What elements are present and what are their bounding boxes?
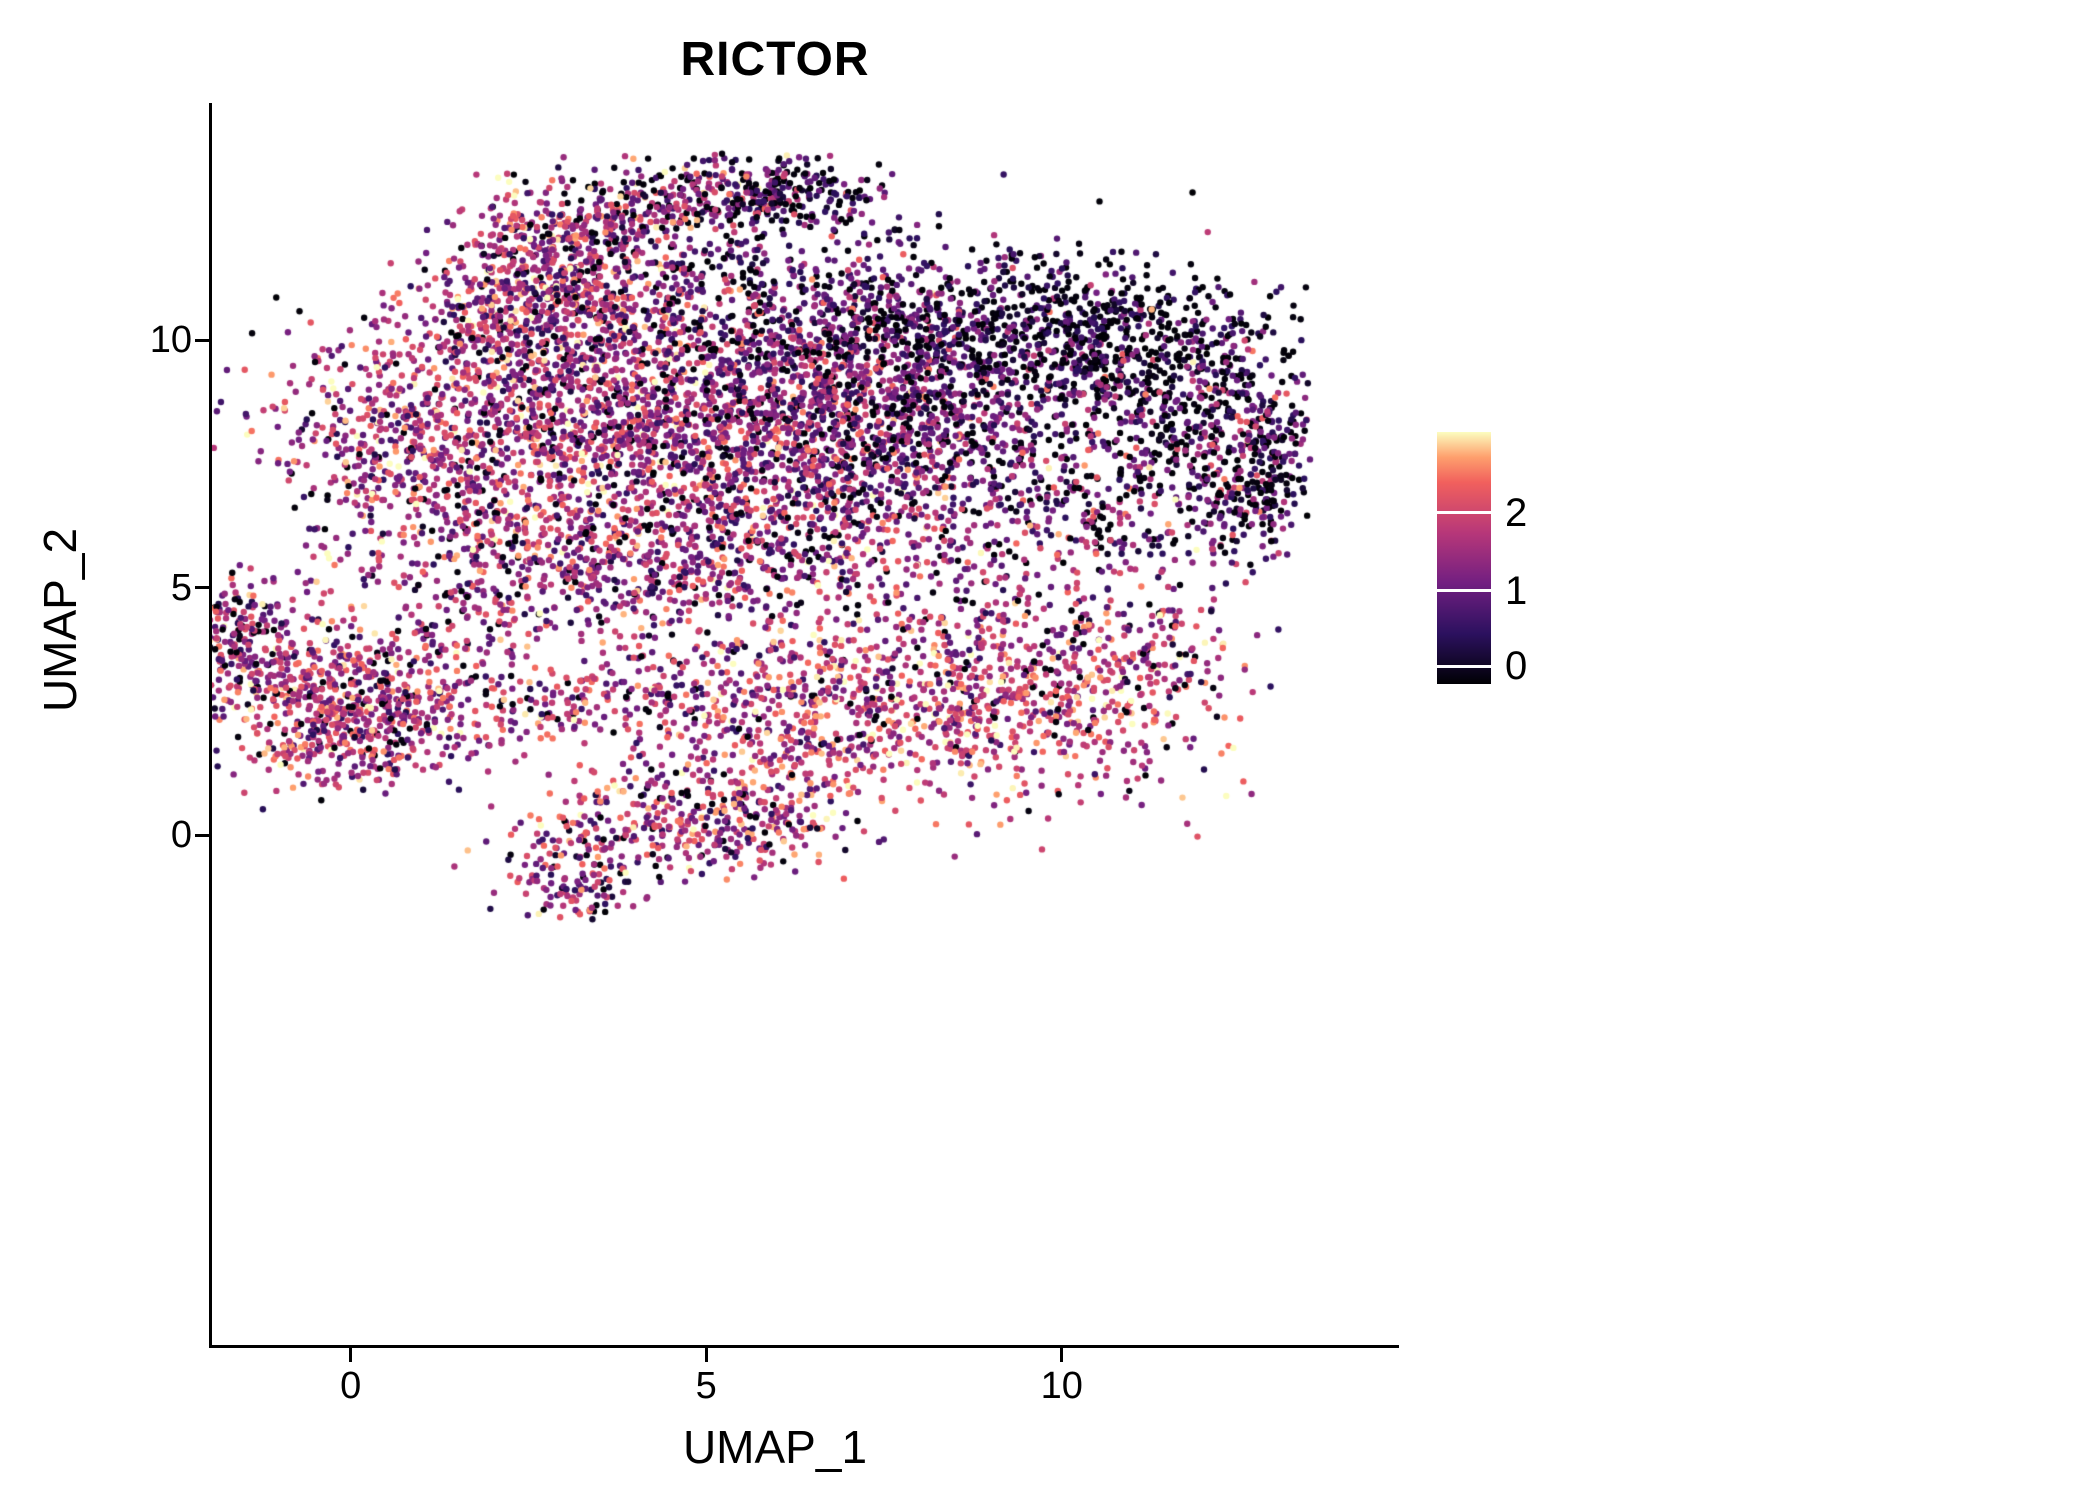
y-tick-mark [195, 586, 209, 590]
colorbar-tick-label: 2 [1505, 490, 1528, 535]
y-tick-label: 10 [149, 319, 192, 362]
y-tick-mark [195, 833, 209, 837]
y-axis-line [209, 103, 212, 1348]
colorbar-gradient [1437, 432, 1491, 684]
umap-scatter-canvas [212, 105, 1396, 1345]
x-tick-mark [349, 1348, 353, 1362]
y-axis-label: UMAP_2 [34, 527, 86, 713]
x-tick-mark [704, 1348, 708, 1362]
x-axis-line [209, 1345, 1399, 1348]
y-tick-label: 5 [170, 566, 192, 609]
colorbar-tick-mark [1437, 589, 1491, 593]
x-tick-label: 5 [695, 1365, 717, 1407]
y-tick-mark [195, 338, 209, 342]
chart-title: RICTOR [680, 33, 870, 86]
colorbar-tick-label: 0 [1505, 644, 1528, 689]
colorbar-tick-label: 1 [1505, 568, 1528, 613]
x-tick-label: 10 [1040, 1365, 1083, 1407]
x-tick-mark [1060, 1348, 1064, 1362]
y-tick-label: 0 [170, 814, 192, 857]
colorbar-legend [1437, 432, 1491, 684]
colorbar-tick-mark [1437, 511, 1491, 515]
x-tick-label: 0 [340, 1365, 362, 1407]
colorbar-tick-mark [1437, 664, 1491, 668]
x-axis-label: UMAP_1 [682, 1421, 868, 1473]
